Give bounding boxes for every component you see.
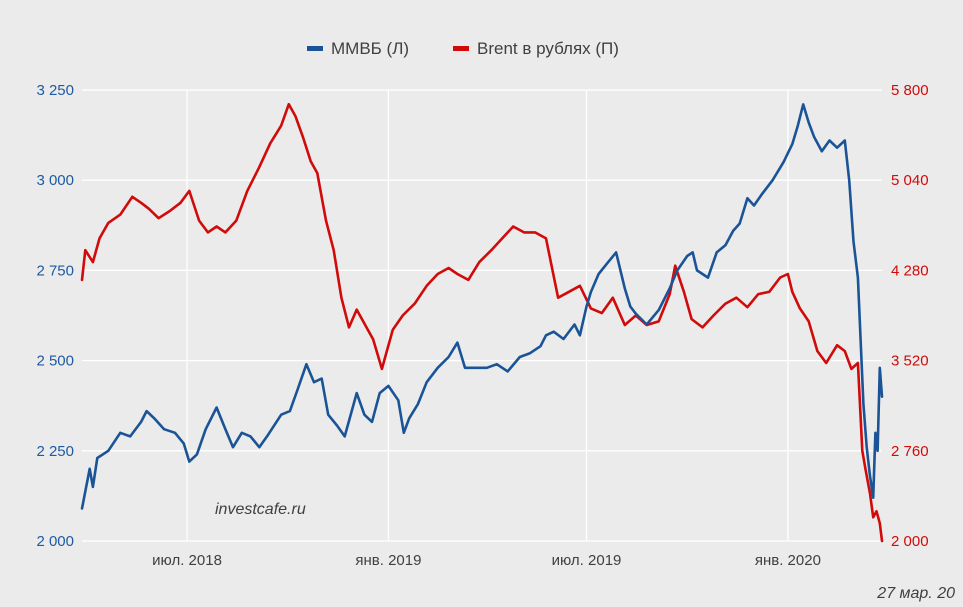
left-tick-label: 2 250 [36,443,74,460]
right-tick-label: 2 760 [891,443,929,460]
left-tick-label: 2 500 [36,353,74,370]
series-lines [80,102,884,543]
left-axis-ticks: 2 000 2 250 2 500 2 750 3 000 3 250 [36,82,74,550]
watermark: investcafe.ru [215,501,306,518]
series-line-mmvb [80,103,884,510]
date-note: 27 мар. 20 [876,585,955,602]
right-tick-label: 3 520 [891,353,929,370]
right-tick-label: 2 000 [891,533,929,550]
x-axis-ticks: июл. 2018 янв. 2019 июл. 2019 янв. 2020 [152,552,821,569]
x-tick-label: июл. 2019 [552,552,622,569]
left-tick-label: 2 000 [36,533,74,550]
legend-swatch-mmvb [307,46,323,51]
right-tick-label: 5 800 [891,82,929,99]
series-line-brent [80,102,884,543]
legend-label-brent: Brent в рублях (П) [477,39,619,58]
left-tick-label: 3 250 [36,82,74,99]
legend-label-mmvb: ММВБ (Л) [331,39,409,58]
right-axis-ticks: 2 000 2 760 3 520 4 280 5 040 5 800 [891,82,929,550]
right-tick-label: 4 280 [891,262,929,279]
x-tick-label: янв. 2019 [355,552,421,569]
gridlines [82,89,882,542]
x-tick-label: янв. 2020 [755,552,821,569]
x-tick-label: июл. 2018 [152,552,222,569]
legend: ММВБ (Л) Brent в рублях (П) [307,39,619,58]
right-tick-label: 5 040 [891,172,929,189]
left-tick-label: 3 000 [36,172,74,189]
legend-swatch-brent [453,46,469,51]
left-tick-label: 2 750 [36,262,74,279]
